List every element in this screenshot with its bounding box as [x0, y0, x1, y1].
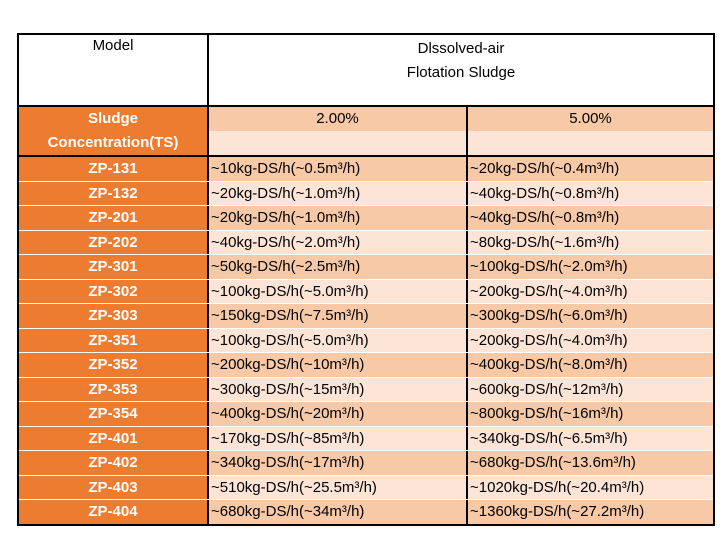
model-cell: ZP-404	[19, 500, 207, 524]
capacity-2pct-cell: ~400kg-DS/h(~20m³/h)	[207, 402, 466, 426]
capacity-5pct-cell: ~680kg-DS/h(~13.6m³/h)	[466, 451, 713, 475]
capacity-2pct-cell: ~680kg-DS/h(~34m³/h)	[207, 500, 466, 524]
capacity-5pct-cell: ~40kg-DS/h(~0.8m³/h)	[466, 206, 713, 230]
table-row: ZP-302 ~100kg-DS/h(~5.0m³/h) ~200kg-DS/h(~…	[19, 278, 713, 303]
table-row: ZP-354 ~400kg-DS/h(~20m³/h) ~800kg-DS/h(~1…	[19, 401, 713, 426]
table-row: ZP-303 ~150kg-DS/h(~7.5m³/h) ~300kg-DS/h(~…	[19, 303, 713, 328]
model-cell: ZP-352	[19, 353, 207, 377]
capacity-5pct-cell: ~400kg-DS/h(~8.0m³/h)	[466, 353, 713, 377]
concentration-row: Sludge 2.00% 5.00%	[19, 107, 713, 131]
table-row: ZP-202 ~40kg-DS/h(~2.0m³/h) ~80kg-DS/h(~1.…	[19, 229, 713, 254]
capacity-2pct-cell: ~100kg-DS/h(~5.0m³/h)	[207, 328, 466, 352]
model-cell: ZP-402	[19, 451, 207, 475]
capacity-2pct-cell: ~510kg-DS/h(~25.5m³/h)	[207, 475, 466, 499]
model-header: Model	[92, 37, 134, 54]
capacity-2pct-cell: ~340kg-DS/h(~17m³/h)	[207, 451, 466, 475]
model-cell: ZP-351	[19, 328, 207, 352]
capacity-2pct-cell: ~20kg-DS/h(~1.0m³/h)	[207, 181, 466, 205]
table-row: ZP-131 ~10kg-DS/h(~0.5m³/h) ~20kg-DS/h(~0.…	[19, 157, 713, 181]
capacity-5pct-cell: ~200kg-DS/h(~4.0m³/h)	[466, 328, 713, 352]
table-row: ZP-403 ~510kg-DS/h(~25.5m³/h) ~1020kg-DS/h…	[19, 474, 713, 499]
capacity-5pct-cell: ~200kg-DS/h(~4.0m³/h)	[466, 279, 713, 303]
model-cell: ZP-403	[19, 475, 207, 499]
product-header-line2: Flotation Sludge	[406, 64, 516, 81]
model-cell: ZP-354	[19, 402, 207, 426]
capacity-5pct-cell: ~1360kg-DS/h(~27.2m³/h)	[466, 500, 713, 524]
capacity-5pct-cell: ~20kg-DS/h(~0.4m³/h)	[466, 157, 713, 181]
capacity-2pct-cell: ~50kg-DS/h(~2.5m³/h)	[207, 255, 466, 279]
model-cell: ZP-302	[19, 279, 207, 303]
concentration-blank-2	[466, 131, 713, 155]
capacity-5pct-cell: ~40kg-DS/h(~0.8m³/h)	[466, 181, 713, 205]
model-cell: ZP-132	[19, 181, 207, 205]
concentration-label-line2: Concentration(TS)	[19, 131, 207, 155]
capacity-5pct-cell: ~340kg-DS/h(~6.5m³/h)	[466, 426, 713, 450]
capacity-5pct-cell: ~80kg-DS/h(~1.6m³/h)	[466, 230, 713, 254]
table-body: ZP-131 ~10kg-DS/h(~0.5m³/h) ~20kg-DS/h(~0.…	[19, 157, 713, 524]
model-cell: ZP-303	[19, 304, 207, 328]
model-cell: ZP-401	[19, 426, 207, 450]
table-row: ZP-201 ~20kg-DS/h(~1.0m³/h) ~40kg-DS/h(~0.…	[19, 205, 713, 230]
table-row: ZP-301 ~50kg-DS/h(~2.5m³/h) ~100kg-DS/h(~2…	[19, 254, 713, 279]
capacity-2pct-cell: ~200kg-DS/h(~10m³/h)	[207, 353, 466, 377]
concentration-row-2: Concentration(TS)	[19, 131, 713, 157]
capacity-5pct-cell: ~600kg-DS/h(~12m³/h)	[466, 377, 713, 401]
concentration-blank-1	[207, 131, 466, 155]
capacity-2pct-cell: ~20kg-DS/h(~1.0m³/h)	[207, 206, 466, 230]
table-header-row: Model Dlssolved-air Flotation Sludge	[19, 35, 713, 107]
model-cell: ZP-301	[19, 255, 207, 279]
capacity-2pct-cell: ~100kg-DS/h(~5.0m³/h)	[207, 279, 466, 303]
model-cell: ZP-131	[19, 157, 207, 181]
model-cell: ZP-201	[19, 206, 207, 230]
concentration-col2: 5.00%	[466, 107, 713, 131]
capacity-5pct-cell: ~1020kg-DS/h(~20.4m³/h)	[466, 475, 713, 499]
product-header: Dlssolved-air Flotation Sludge	[207, 35, 713, 105]
model-cell: ZP-202	[19, 230, 207, 254]
capacity-5pct-cell: ~800kg-DS/h(~16m³/h)	[466, 402, 713, 426]
table-row: ZP-353 ~300kg-DS/h(~15m³/h) ~600kg-DS/h(~1…	[19, 376, 713, 401]
table-row: ZP-401 ~170kg-DS/h(~85m³/h) ~340kg-DS/h(~6…	[19, 425, 713, 450]
table-row: ZP-132 ~20kg-DS/h(~1.0m³/h) ~40kg-DS/h(~0.…	[19, 180, 713, 205]
table-row: ZP-351 ~100kg-DS/h(~5.0m³/h) ~200kg-DS/h(~…	[19, 327, 713, 352]
capacity-5pct-cell: ~300kg-DS/h(~6.0m³/h)	[466, 304, 713, 328]
table-row: ZP-404 ~680kg-DS/h(~34m³/h) ~1360kg-DS/h(~…	[19, 499, 713, 524]
capacity-5pct-cell: ~100kg-DS/h(~2.0m³/h)	[466, 255, 713, 279]
capacity-2pct-cell: ~170kg-DS/h(~85m³/h)	[207, 426, 466, 450]
table-row: ZP-402 ~340kg-DS/h(~17m³/h) ~680kg-DS/h(~1…	[19, 450, 713, 475]
concentration-label-line1: Sludge	[19, 107, 207, 131]
capacity-table: Model Dlssolved-air Flotation Sludge Slu…	[17, 33, 715, 526]
table-row: ZP-352 ~200kg-DS/h(~10m³/h) ~400kg-DS/h(~8…	[19, 352, 713, 377]
capacity-2pct-cell: ~40kg-DS/h(~2.0m³/h)	[207, 230, 466, 254]
concentration-col1: 2.00%	[207, 107, 466, 131]
model-cell: ZP-353	[19, 377, 207, 401]
capacity-2pct-cell: ~10kg-DS/h(~0.5m³/h)	[207, 157, 466, 181]
capacity-2pct-cell: ~150kg-DS/h(~7.5m³/h)	[207, 304, 466, 328]
capacity-2pct-cell: ~300kg-DS/h(~15m³/h)	[207, 377, 466, 401]
product-header-line1: Dlssolved-air	[417, 40, 505, 57]
